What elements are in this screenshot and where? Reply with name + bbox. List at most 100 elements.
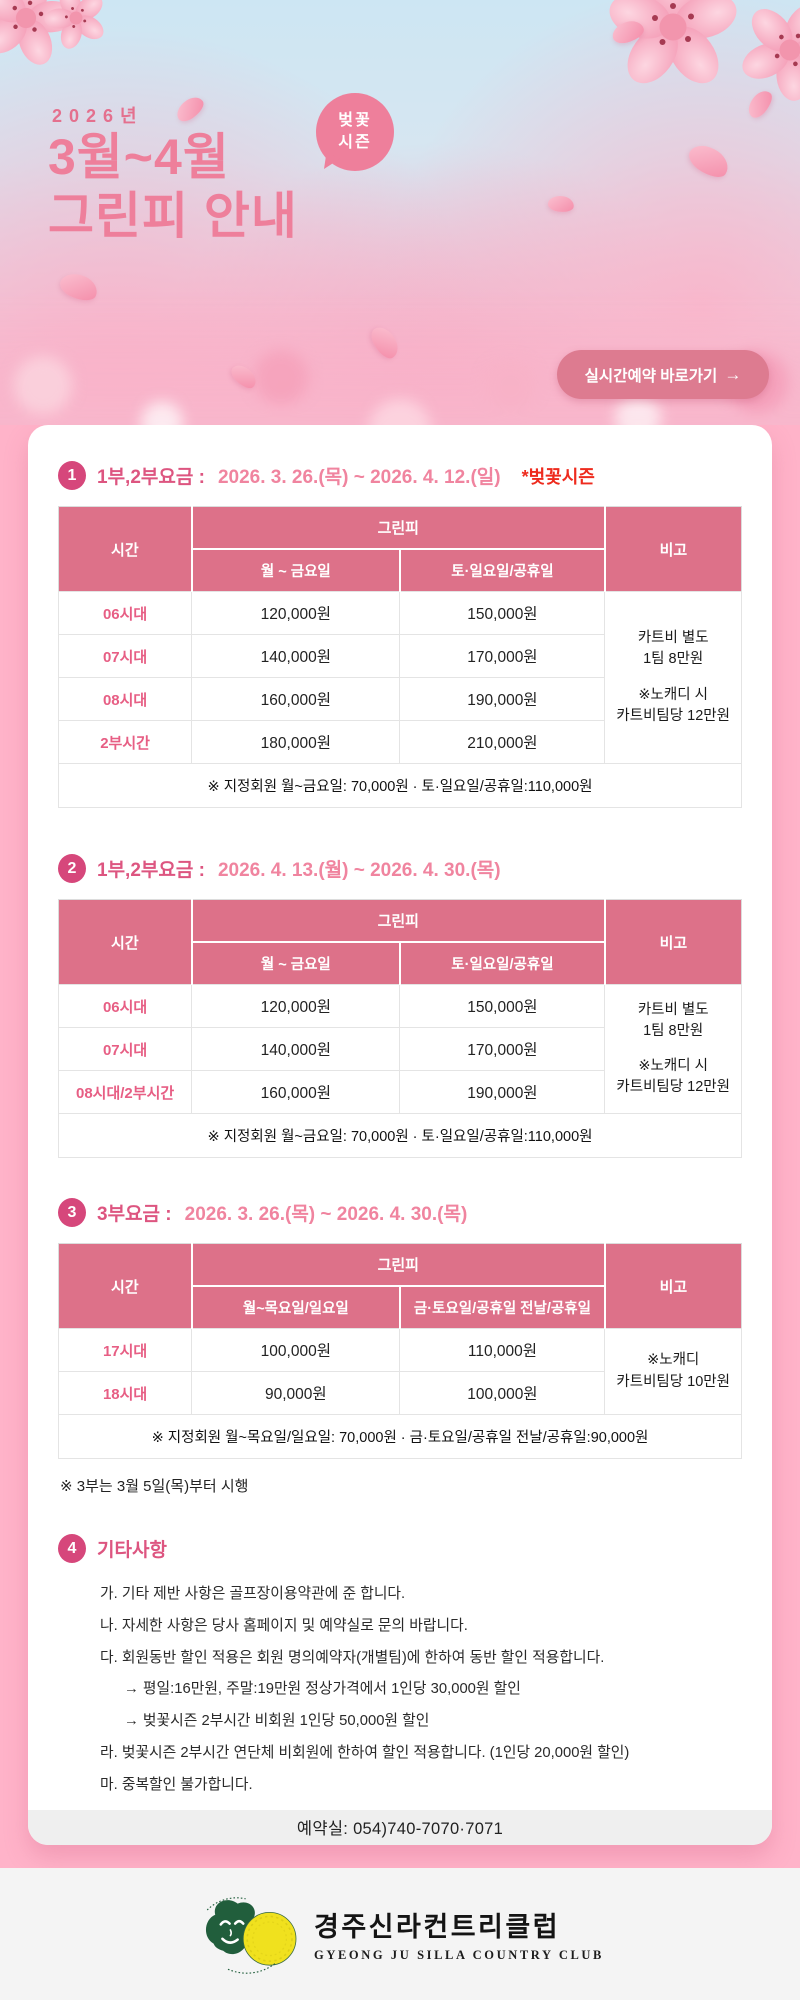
section-number-badge: 3	[58, 1198, 86, 1227]
table-subheader-row: 월 ~ 금요일 토·일요일/공휴일	[59, 942, 742, 985]
table-cell-weekend: 100,000원	[399, 1371, 606, 1415]
table-cell-time: 07시대	[57, 634, 193, 678]
table-subheader-row: 월 ~ 금요일 토·일요일/공휴일	[59, 549, 742, 592]
etc-note-item: 나. 자세한 사항은 당사 홈페이지 및 예약실로 문의 바랍니다.	[100, 1617, 468, 1634]
col-header-greenfee: 그린피	[191, 506, 605, 550]
table-cell-time: 06시대	[57, 984, 193, 1028]
table-row: 07시대 140,000원 170,000원	[57, 1027, 742, 1071]
section-number-badge: 2	[58, 854, 86, 883]
petal-decoration	[172, 93, 208, 125]
table-cell-weekday: 120,000원	[191, 984, 401, 1028]
contact-bar: 예약실: 054)740-7070·7071	[28, 1809, 772, 1845]
badge-line2: 시즌	[338, 134, 372, 151]
section-title: 1부,2부요금 :	[97, 860, 205, 881]
table-cell-remark: ※노캐디 카트비팀당 10만원	[604, 1328, 742, 1415]
section-title: 1부,2부요금 :	[97, 467, 205, 488]
table-cell-weekend: 110,000원	[399, 1328, 606, 1372]
cherry-season-flag: *벚꽃시즌	[521, 466, 595, 487]
table-cell-weekend: 210,000원	[399, 720, 606, 764]
remark-line: 카트비팀당 10만원	[616, 1373, 730, 1390]
hero-year: 2026년	[52, 106, 144, 126]
table-cell-time: 18시대	[57, 1371, 193, 1415]
remark-line: 카트비팀당 12만원	[616, 1079, 730, 1096]
col-header-weekend: 금·토요일/공휴일 전날/공휴일	[399, 1286, 605, 1329]
table-cell-weekend: 190,000원	[399, 1070, 606, 1114]
contact-phone: 예약실: 054)740-7070·7071	[296, 1820, 504, 1839]
section-4-heading: 4 기타사항	[58, 1534, 742, 1563]
section-title: 기타사항	[97, 1540, 167, 1561]
section-date-range: 2026. 3. 26.(목) ~ 2026. 4. 12.(일)	[217, 467, 501, 488]
etc-note-subitem: → 벚꽃시즌 2부시간 비회원 1인당 50,000원 할인	[124, 1713, 430, 1730]
badge-line1: 벚꽃	[338, 112, 372, 130]
table-row: 18시대 90,000원 100,000원	[57, 1371, 742, 1415]
page-footer: 경주신라컨트리클럽 GYEONG JU SILLA COUNTRY CLUB	[0, 1868, 800, 2000]
table-cell-weekday: 100,000원	[191, 1328, 401, 1372]
fee-table-section-3: 시간 그린피 비고 월~목요일/일요일 금·토요일/공휴일 전날/공휴일 17시…	[57, 1243, 742, 1459]
table-cell-time: 08시대	[57, 677, 193, 721]
etc-note-item: 다. 회원동반 할인 적용은 회원 명의예약자(개별팀)에 한하여 동반 할인 …	[100, 1649, 605, 1666]
table-footnote-row: ※ 지정회원 월~금요일: 70,000원 · 토·일요일/공휴일:110,00…	[58, 1113, 742, 1158]
arrow-right-icon: →	[724, 364, 742, 384]
table-footnote-row: ※ 지정회원 월~목요일/일요일: 70,000원 · 금·토요일/공휴일 전날…	[58, 1414, 742, 1459]
table-cell-time: 07시대	[57, 1027, 193, 1071]
table-header-row: 시간 그린피 비고	[58, 506, 742, 592]
table-cell-weekend: 170,000원	[399, 634, 606, 678]
table-cell-remark: 카트비 별도 1팀 8만원 ※노캐디 시 카트비팀당 12만원	[604, 591, 742, 764]
section-date-range: 2026. 3. 26.(목) ~ 2026. 4. 30.(목)	[184, 1204, 468, 1225]
table-cell-time: 08시대/2부시간	[57, 1070, 193, 1114]
col-header-greenfee: 그린피	[191, 1243, 605, 1287]
table-cell-weekday: 140,000원	[191, 1027, 401, 1071]
remark-line: 1팀 8만원	[643, 651, 704, 668]
section-number-badge: 4	[58, 1534, 86, 1563]
page-title-line2: 그린피 안내	[48, 187, 298, 244]
table-cell-weekend: 150,000원	[399, 591, 606, 635]
page-title-line1: 3월~4월	[48, 129, 230, 185]
table-footnote: ※ 지정회원 월~목요일/일요일: 70,000원 · 금·토요일/공휴일 전날…	[58, 1414, 742, 1459]
table-cell-weekday: 160,000원	[191, 1070, 401, 1114]
realtime-reservation-button[interactable]: 실시간예약 바로가기 →	[557, 350, 769, 399]
third-round-note: ※ 3부는 3월 5일(목)부터 시행	[60, 1478, 249, 1495]
cherry-season-badge: 벚꽃 시즌	[316, 93, 394, 171]
col-header-weekday: 월 ~ 금요일	[191, 942, 401, 985]
table-footnote: ※ 지정회원 월~금요일: 70,000원 · 토·일요일/공휴일:110,00…	[58, 763, 742, 808]
table-cell-time: 17시대	[57, 1328, 193, 1372]
table-cell-weekday: 90,000원	[191, 1371, 401, 1415]
table-cell-weekday: 180,000원	[191, 720, 401, 764]
cherry-blossom-icon	[609, 0, 737, 84]
remark-line: 카트비팀당 12만원	[616, 707, 730, 724]
main-background: 1 1부,2부요금 : 2026. 3. 26.(목) ~ 2026. 4. 1…	[0, 425, 800, 1868]
content-card: 1 1부,2부요금 : 2026. 3. 26.(목) ~ 2026. 4. 1…	[28, 425, 772, 1845]
col-header-remark: 비고	[603, 1243, 742, 1329]
remark-line: 1팀 8만원	[643, 1022, 704, 1039]
col-header-weekday: 월~목요일/일요일	[191, 1286, 401, 1329]
remark-line: ※노캐디 시	[638, 686, 708, 703]
club-logo-emblem	[205, 1897, 297, 1974]
col-header-greenfee: 그린피	[191, 899, 605, 943]
table-row: 06시대 120,000원 150,000원 카트비 별도 1팀 8만원 ※노캐…	[57, 984, 742, 1114]
reserve-button-label: 실시간예약 바로가기	[584, 367, 718, 385]
col-header-weekend: 토·일요일/공휴일	[399, 549, 605, 592]
table-cell-weekend: 170,000원	[399, 1027, 606, 1071]
etc-notes-list: 가. 기타 제반 사항은 골프장이용약관에 준 합니다. 나. 자세한 사항은 …	[58, 1587, 742, 1810]
section-title: 3부요금 :	[97, 1204, 172, 1225]
table-footnote-row: ※ 지정회원 월~금요일: 70,000원 · 토·일요일/공휴일:110,00…	[58, 763, 742, 808]
etc-note-subitem: → 평일:16만원, 주말:19만원 정상가격에서 1인당 30,000원 할인	[124, 1681, 521, 1698]
club-logo-text: 경주신라컨트리클럽 GYEONG JU SILLA COUNTRY CLUB	[314, 1905, 604, 1963]
page-title: 3월~4월 그린피 안내	[48, 128, 298, 245]
petal-decoration	[684, 138, 734, 184]
section-1-heading: 1 1부,2부요금 : 2026. 3. 26.(목) ~ 2026. 4. 1…	[58, 461, 742, 490]
section-3-heading: 3 3부요금 : 2026. 3. 26.(목) ~ 2026. 4. 30.(…	[58, 1198, 742, 1227]
table-cell-weekday: 120,000원	[191, 591, 401, 635]
etc-note-item: 마. 중복할인 불가합니다.	[100, 1776, 253, 1793]
remark-line: 카트비 별도	[637, 1001, 709, 1018]
table-header-row: 시간 그린피 비고	[58, 899, 742, 985]
remark-line: ※노캐디	[647, 1352, 700, 1369]
petal-decoration	[546, 193, 576, 215]
cherry-blossom-icon	[44, 0, 104, 49]
table-cell-weekend: 150,000원	[399, 984, 606, 1028]
table-cell-weekday: 160,000원	[191, 677, 401, 721]
table-header-row: 시간 그린피 비고	[58, 1243, 742, 1329]
remark-line: ※노캐디 시	[638, 1058, 708, 1074]
col-header-time: 시간	[58, 506, 193, 592]
col-header-weekend: 토·일요일/공휴일	[399, 942, 605, 985]
